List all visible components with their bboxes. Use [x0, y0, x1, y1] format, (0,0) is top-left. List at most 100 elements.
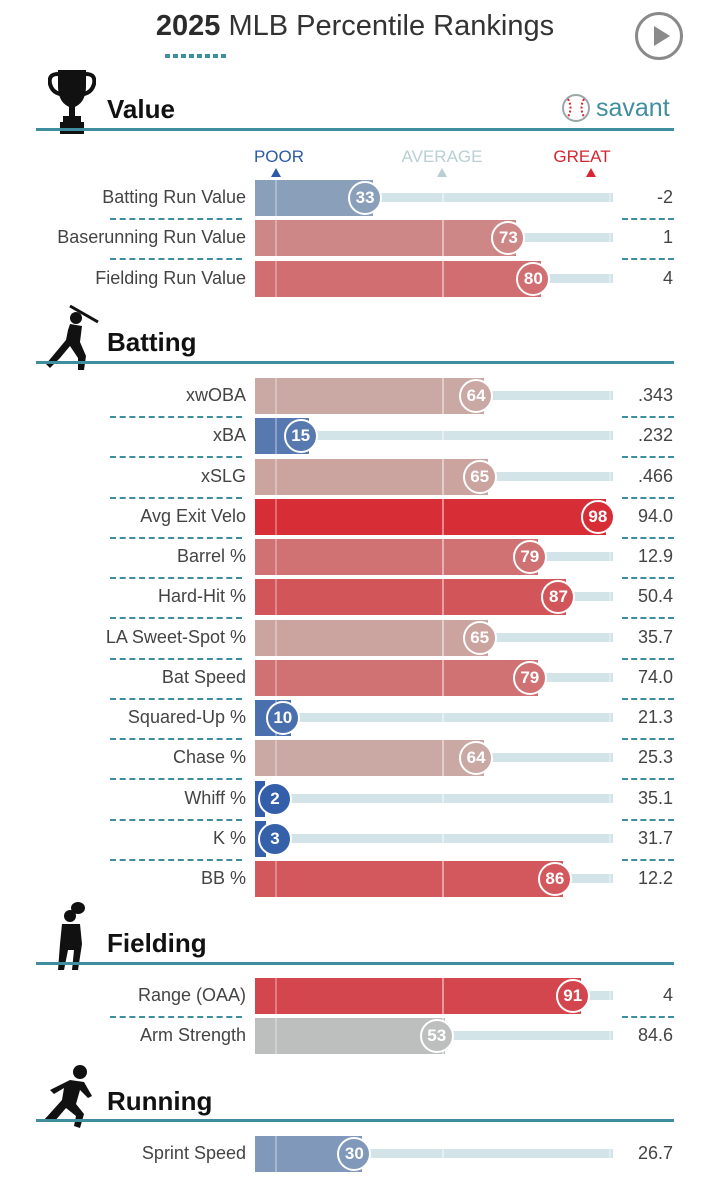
row-separator	[622, 858, 674, 861]
percentile-bar	[255, 1018, 445, 1055]
poor-marker-line	[275, 978, 277, 1014]
metric-label: Barrel %	[176, 546, 246, 566]
great-marker-line	[609, 260, 611, 297]
percentile-badge[interactable]: 33	[348, 181, 383, 215]
percentile-bar	[255, 579, 567, 616]
average-marker-line	[442, 458, 444, 495]
metric-row: Batting Run Value 33 -2	[0, 180, 710, 216]
metric-row: Baserunning Run Value 73 1	[0, 220, 710, 257]
metric-row: Barrel % 79 12.9	[0, 539, 710, 575]
percentile-badge[interactable]: 64	[459, 379, 494, 413]
percentile-badge[interactable]: 80	[516, 261, 551, 296]
percentile-badge[interactable]: 65	[462, 620, 497, 655]
percentile-badge[interactable]: 91	[555, 979, 590, 1013]
metric-label: Sprint Speed	[141, 1143, 246, 1163]
metric-value: -2	[656, 187, 673, 207]
average-marker-line	[442, 780, 444, 817]
percentile-badge[interactable]: 73	[491, 221, 526, 256]
average-marker-line	[442, 180, 444, 216]
great-marker-line	[609, 220, 611, 257]
percentile-badge[interactable]: 10	[265, 701, 300, 735]
percentile-badge[interactable]: 15	[283, 419, 318, 454]
metric-row: Avg Exit Velo 98 94.0	[0, 498, 710, 535]
percentile-track	[255, 793, 613, 803]
percentile-badge[interactable]: 79	[512, 540, 547, 574]
metric-row: K % 3 31.7	[0, 820, 710, 857]
metric-value: 25.3	[637, 747, 673, 768]
row-separator	[110, 577, 242, 579]
row-separator	[110, 456, 242, 459]
percentile-bar	[255, 458, 488, 495]
row-separator	[110, 416, 242, 418]
great-marker-line	[609, 579, 611, 616]
trophy-icon	[48, 70, 96, 134]
poor-marker-line	[275, 378, 277, 414]
legend-average: AVERAGE	[401, 147, 483, 166]
metric-label: Batting Run Value	[102, 187, 246, 207]
percentile-bar	[255, 978, 581, 1014]
title-text: MLB Percentile Rankings	[228, 10, 555, 42]
baseball-icon	[562, 94, 590, 122]
metric-value: 35.1	[637, 787, 673, 808]
percentile-track	[255, 833, 613, 843]
metric-label: Fielding Run Value	[95, 267, 246, 288]
row-separator	[622, 258, 674, 261]
row-separator	[622, 416, 674, 418]
percentile-badge[interactable]: 86	[537, 862, 572, 896]
metric-label: Squared-Up %	[127, 707, 246, 727]
average-marker-line	[442, 861, 444, 897]
great-marker-line	[609, 861, 611, 897]
percentile-badge[interactable]: 65	[462, 459, 497, 494]
metric-label: LA Sweet-Spot %	[105, 626, 246, 647]
row-separator	[110, 496, 242, 499]
section-title-running: Running	[107, 1086, 213, 1116]
section-title-fielding: Fielding	[107, 928, 207, 958]
percentile-badge[interactable]: 53	[419, 1019, 454, 1054]
metric-label: xSLG	[200, 465, 246, 486]
average-marker-line	[442, 820, 444, 857]
metric-value: .232	[637, 425, 673, 446]
metric-label: K %	[212, 827, 246, 848]
percentile-badge[interactable]: 30	[337, 1137, 372, 1171]
legend-poor: POOR	[253, 147, 305, 166]
percentile-badge[interactable]: 64	[459, 741, 494, 776]
metric-value: 50.4	[637, 586, 673, 607]
poor-marker-line	[275, 180, 277, 216]
row-separator	[110, 258, 242, 261]
savant-logo[interactable]: savant	[561, 93, 670, 123]
great-marker-line	[609, 978, 611, 1014]
metric-row: BB % 86 12.2	[0, 861, 710, 897]
row-separator	[622, 778, 674, 781]
play-button[interactable]	[635, 12, 683, 60]
row-separator	[110, 738, 242, 740]
section-divider	[36, 962, 674, 965]
poor-marker-line	[275, 220, 277, 257]
row-separator	[622, 456, 674, 459]
percentile-badge[interactable]: 79	[512, 660, 547, 695]
poor-marker-line	[275, 861, 277, 897]
poor-arrow-icon	[271, 168, 281, 177]
section-divider	[36, 1119, 674, 1122]
average-marker-line	[442, 378, 444, 414]
percentile-badge[interactable]: 87	[541, 580, 576, 615]
row-separator	[622, 818, 674, 821]
row-separator	[622, 1016, 674, 1018]
metric-row: Hard-Hit % 87 50.4	[0, 579, 710, 616]
metric-value: 12.9	[637, 546, 673, 566]
percentile-badge[interactable]: 98	[580, 499, 615, 534]
percentile-badge[interactable]: 2	[258, 781, 292, 816]
page-title: 2025 MLB Percentile Rankings	[0, 10, 710, 43]
metric-row: Whiff % 2 35.1	[0, 780, 710, 817]
metric-row: Sprint Speed 30 26.7	[0, 1136, 710, 1172]
row-separator	[622, 617, 674, 620]
poor-marker-line	[275, 418, 277, 455]
section-divider	[36, 128, 674, 131]
percentile-track	[255, 193, 613, 202]
row-separator	[622, 738, 674, 740]
poor-marker-line	[275, 1136, 277, 1172]
average-marker-line	[442, 619, 444, 656]
row-separator	[110, 617, 242, 620]
great-marker-line	[609, 418, 611, 455]
row-separator	[110, 218, 242, 220]
percentile-badge[interactable]: 3	[258, 821, 292, 856]
